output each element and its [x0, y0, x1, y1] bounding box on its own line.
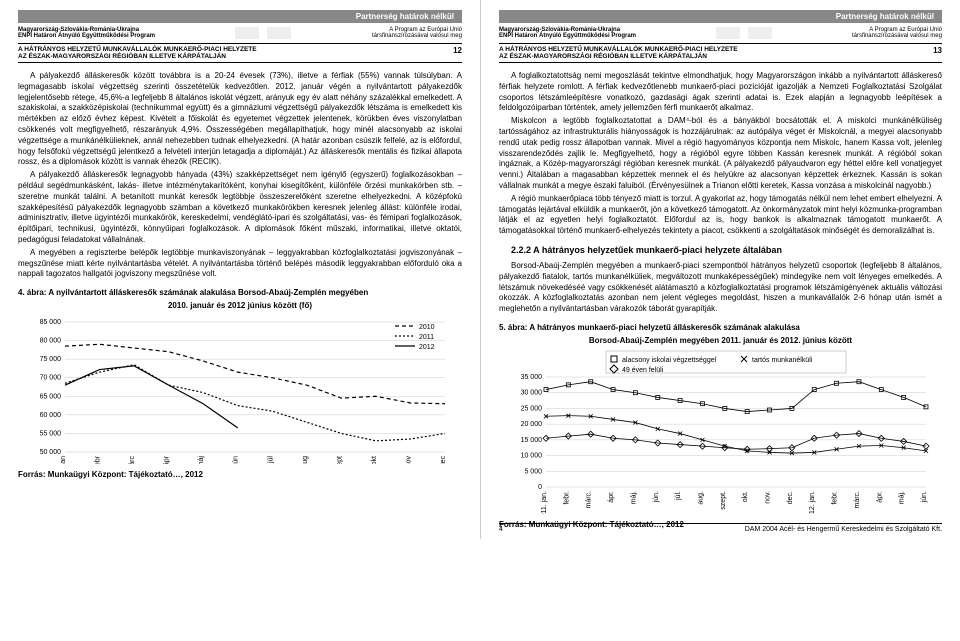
page-number: 13	[933, 46, 942, 60]
svg-text:júl: júl	[267, 456, 274, 464]
fig5-caption: 5. ábra: A hátrányos munkaerő-piaci hely…	[499, 323, 942, 332]
advance-logo	[716, 27, 740, 39]
svg-text:máj.: máj.	[898, 491, 905, 504]
svg-text:70 000: 70 000	[40, 375, 62, 382]
svg-text:ápr: ápr	[164, 455, 171, 464]
svg-text:20 000: 20 000	[520, 421, 542, 428]
svg-text:75 000: 75 000	[40, 356, 62, 363]
svg-text:tartós munkanélküli: tartós munkanélküli	[752, 357, 813, 364]
svg-text:2010: 2010	[419, 324, 435, 331]
svg-text:jan: jan	[60, 456, 67, 464]
svg-text:nov.: nov.	[764, 491, 771, 504]
svg-text:jún.: jún.	[652, 491, 659, 503]
svg-text:5 000: 5 000	[524, 468, 542, 475]
svg-text:85 000: 85 000	[40, 319, 62, 326]
svg-text:febr: febr	[95, 455, 102, 464]
svg-text:49 éven felüli: 49 éven felüli	[622, 367, 664, 374]
svg-text:aug.: aug.	[697, 491, 704, 505]
svg-text:okt: okt	[371, 456, 378, 464]
svg-text:okt.: okt.	[742, 491, 749, 502]
svg-text:ápr.: ápr.	[608, 491, 615, 503]
svg-text:2011. jan.: 2011. jan.	[541, 491, 548, 514]
fig5-chart: alacsony iskolai végzettséggel tartós mun…	[506, 349, 936, 514]
section-2-2-2: 2.2.2 A hátrányos helyzetűek munkaerő-pi…	[499, 245, 942, 255]
paragraph: A pályakezdő álláskeresők között továbbr…	[18, 71, 462, 168]
title-line1: A HÁTRÁNYOS HELYZETŰ MUNKAVÁLLALÓK MUNKA…	[499, 46, 738, 53]
okumenikus-logo	[748, 27, 772, 39]
svg-text:30 000: 30 000	[520, 390, 542, 397]
svg-text:dec.: dec.	[786, 491, 793, 504]
svg-text:szept.: szept.	[719, 491, 726, 510]
title-line1: A HÁTRÁNYOS HELYZETŰ MUNKAVÁLLALÓK MUNKA…	[18, 46, 257, 53]
svg-text:jún.: jún.	[921, 491, 928, 503]
svg-text:jún: jún	[233, 456, 240, 464]
svg-text:febr.: febr.	[831, 491, 838, 505]
okumenikus-logo	[267, 27, 291, 39]
svg-text:2012: 2012	[419, 344, 435, 351]
partner-header: Partnerség határok nélkül	[499, 10, 942, 23]
paragraph: A megyében a regiszterbe belépők legtöbb…	[18, 248, 462, 280]
svg-text:10 000: 10 000	[520, 453, 542, 460]
paragraph: Borsod-Abaúj-Zemplén megyében a munkaerő…	[499, 261, 942, 315]
svg-text:máj: máj	[198, 456, 205, 464]
title-bar: A HÁTRÁNYOS HELYZETŰ MUNKAVÁLLALÓK MUNKA…	[18, 43, 462, 63]
footer-note: DAM 2004 Acél- és Hengermű Kereskedelmi …	[745, 526, 942, 533]
org-name: Magyarország-Szlovákia-Románia-Ukrajna E…	[499, 27, 636, 39]
paragraph: A foglalkoztatottság nemi megoszlását te…	[499, 71, 942, 114]
page-right: Partnerség határok nélkül Magyarország-S…	[480, 0, 960, 539]
svg-text:15 000: 15 000	[520, 437, 542, 444]
paragraph: Miskolcon a legtöbb foglalkoztatottat a …	[499, 116, 942, 192]
svg-text:50 000: 50 000	[40, 449, 62, 456]
svg-text:máj.: máj.	[630, 491, 637, 504]
svg-text:júl.: júl.	[675, 491, 682, 501]
svg-text:aug: aug	[302, 456, 309, 464]
logos	[716, 27, 772, 39]
fig4-caption: 4. ábra: A nyilvántartott álláskeresők s…	[18, 288, 462, 297]
svg-text:márc: márc	[129, 456, 136, 464]
svg-text:ápr.: ápr.	[876, 491, 883, 503]
title-line2: AZ ÉSZAK-MAGYARORSZÁGI RÉGIÓBAN ILLETVE …	[18, 53, 257, 60]
svg-text:dec: dec	[440, 456, 447, 464]
fig4-subtitle: 2010. január és 2012 június között (fő)	[18, 301, 462, 310]
fig4-chart: 50 000 55 000 60 000 65 000 70 000 75 000 80 0…	[25, 314, 455, 464]
header-band: Magyarország-Szlovákia-Románia-Ukrajna E…	[499, 27, 942, 39]
svg-text:55 000: 55 000	[40, 431, 62, 438]
paragraph: A régió munkaerőpiaca több tényező miatt…	[499, 194, 942, 237]
page-number: 12	[453, 46, 462, 60]
svg-text:60 000: 60 000	[40, 412, 62, 419]
eu-note: A Program az Európai Unió társfinanszíro…	[852, 27, 942, 39]
svg-text:35 000: 35 000	[520, 374, 542, 381]
advance-logo	[235, 27, 259, 39]
fig5-subtitle: Borsod-Abaúj-Zemplén megyében 2011. janu…	[499, 336, 942, 345]
footer: 4 DAM 2004 Acél- és Hengermű Kereskedelm…	[499, 523, 942, 533]
org-name: Magyarország-Szlovákia-Románia-Ukrajna E…	[18, 27, 155, 39]
title-line2: AZ ÉSZAK-MAGYARORSZÁGI RÉGIÓBAN ILLETVE …	[499, 53, 738, 60]
title-bar: A HÁTRÁNYOS HELYZETŰ MUNKAVÁLLALÓK MUNKA…	[499, 43, 942, 63]
svg-text:80 000: 80 000	[40, 338, 62, 345]
svg-text:febr.: febr.	[563, 491, 570, 505]
source-left: Forrás: Munkaügyi Központ: Tájékoztató…,…	[18, 470, 462, 479]
svg-text:alacsony iskolai végzettséggel: alacsony iskolai végzettséggel	[622, 357, 717, 364]
svg-text:2011: 2011	[419, 334, 434, 341]
svg-text:65 000: 65 000	[40, 393, 62, 400]
eu-note: A Program az Európai Unió társfinanszíro…	[372, 27, 462, 39]
svg-text:2012. jan.: 2012. jan.	[809, 491, 816, 514]
logos	[235, 27, 291, 39]
svg-text:0: 0	[538, 484, 542, 491]
svg-text:nov: nov	[405, 456, 412, 464]
svg-text:márc.: márc.	[853, 491, 860, 509]
svg-text:szept: szept	[336, 456, 343, 464]
header-band: Magyarország-Szlovákia-Románia-Ukrajna E…	[18, 27, 462, 39]
svg-text:25 000: 25 000	[520, 405, 542, 412]
footer-page: 4	[499, 526, 503, 533]
partner-header: Partnerség határok nélkül	[18, 10, 462, 23]
page-left: Partnerség határok nélkül Magyarország-S…	[0, 0, 480, 539]
svg-text:márc.: márc.	[585, 491, 592, 509]
paragraph: A pályakezdő álláskeresők legnagyobb hán…	[18, 170, 462, 246]
